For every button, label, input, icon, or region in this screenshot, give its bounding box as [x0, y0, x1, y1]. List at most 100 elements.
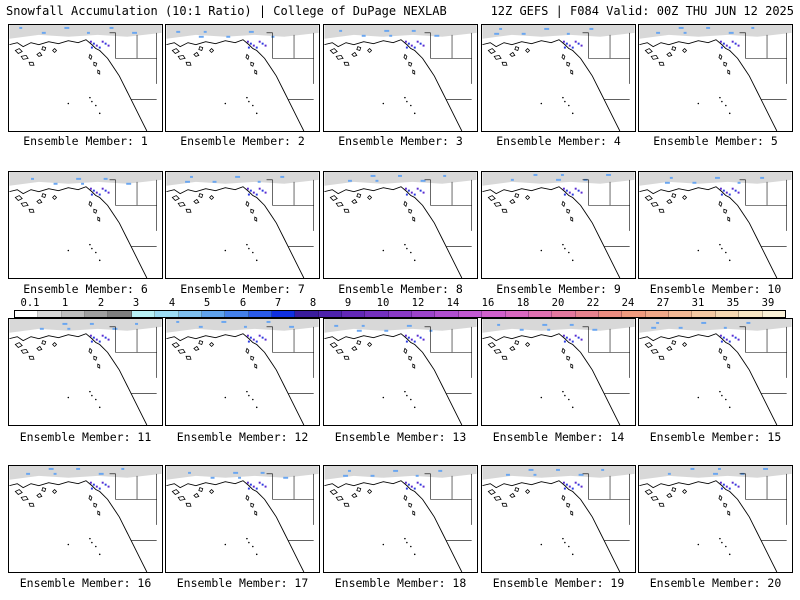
island-outline	[644, 342, 653, 348]
island-dot	[697, 249, 700, 252]
island-outline	[658, 208, 665, 213]
island-outline	[88, 494, 93, 502]
island-outline	[727, 69, 731, 75]
political-border	[739, 32, 746, 59]
colorbar-tick-label: 10	[376, 297, 390, 309]
island-outline	[658, 355, 665, 360]
heavy-snow-mark	[419, 336, 422, 339]
heavy-snow-mark	[90, 46, 93, 49]
island-dot	[540, 396, 543, 399]
island-dot	[410, 251, 412, 254]
colorbar-tick-label: 1	[61, 297, 69, 309]
ensemble-map-panel	[8, 465, 163, 573]
heavy-snow-mark	[101, 481, 104, 484]
coastline	[482, 186, 621, 278]
island-outline	[14, 342, 23, 348]
ensemble-map-panel	[323, 24, 478, 132]
heavy-snow-mark	[728, 193, 731, 196]
heavy-snow-mark	[246, 481, 249, 484]
colorbar-segment	[365, 311, 389, 317]
light-snow-shading	[482, 172, 635, 186]
colorbar-segment	[598, 311, 623, 317]
island-outline	[177, 348, 186, 354]
snow-patch	[226, 35, 231, 38]
island-outline	[351, 51, 358, 57]
colorbar-tick-label: 0.1	[20, 297, 40, 309]
heavy-snow-mark	[413, 340, 416, 343]
heavy-snow-mark	[255, 193, 258, 196]
snow-patch	[62, 322, 68, 325]
heavy-snow-mark	[563, 340, 566, 343]
ensemble-map-panel	[8, 24, 163, 132]
heavy-snow-mark	[731, 40, 734, 43]
snow-patch	[505, 473, 510, 476]
heavy-snow-mark	[255, 340, 258, 343]
snow-patch	[212, 180, 217, 183]
snow-patch	[339, 29, 343, 32]
island-dot	[540, 102, 543, 105]
island-outline	[20, 495, 29, 501]
snow-patch	[601, 468, 605, 471]
heavy-snow-mark	[563, 487, 566, 490]
island-outline	[509, 492, 516, 498]
island-dot	[404, 96, 406, 99]
colorbar-segment	[528, 311, 553, 317]
snow-patch	[26, 472, 31, 475]
map-svg	[639, 466, 792, 572]
snow-patch	[198, 35, 204, 38]
island-outline	[487, 342, 496, 348]
snow-patch	[53, 182, 58, 185]
island-outline	[650, 348, 659, 354]
island-outline	[412, 510, 416, 516]
colorbar-segment	[645, 311, 670, 317]
heavy-snow-mark	[92, 189, 95, 192]
colorbar-tick-label: 6	[239, 297, 247, 309]
heavy-snow-mark	[722, 483, 725, 486]
ensemble-member-label: Ensemble Member: 3	[338, 134, 463, 148]
heavy-snow-mark	[95, 44, 98, 47]
heavy-snow-mark	[89, 334, 92, 337]
island-dot	[568, 251, 570, 254]
heavy-snow-mark	[422, 338, 425, 341]
political-border	[266, 326, 273, 353]
heavy-snow-mark	[562, 187, 565, 190]
island-dot	[224, 543, 227, 546]
island-outline	[403, 347, 408, 355]
snow-patch	[560, 173, 564, 176]
island-outline	[403, 200, 408, 208]
political-border	[582, 473, 589, 500]
island-outline	[525, 48, 531, 54]
colorbar-tick-label: 31	[691, 297, 705, 309]
heavy-snow-mark	[92, 483, 95, 486]
snow-patch	[67, 327, 71, 330]
heavy-snow-mark	[247, 487, 250, 490]
heavy-snow-mark	[577, 42, 580, 45]
heavy-snow-mark	[568, 338, 571, 341]
heavy-snow-mark	[261, 189, 264, 192]
island-outline	[28, 208, 35, 213]
island-dot	[89, 390, 91, 393]
heavy-snow-mark	[565, 189, 568, 192]
island-dot	[248, 247, 250, 250]
heavy-snow-mark	[252, 338, 255, 341]
island-outline	[28, 502, 35, 507]
heavy-snow-mark	[255, 46, 258, 49]
coastline	[639, 186, 778, 278]
island-dot	[728, 553, 731, 556]
island-outline	[177, 201, 186, 207]
island-dot	[721, 100, 723, 103]
island-dot	[404, 390, 406, 393]
political-border	[424, 32, 431, 59]
island-dot	[246, 537, 248, 540]
island-dot	[721, 394, 723, 397]
colorbar-tick-label: 22	[586, 297, 600, 309]
island-dot	[721, 247, 723, 250]
colorbar-tick-label: 27	[656, 297, 670, 309]
ensemble-map-panel	[323, 318, 478, 426]
island-dot	[91, 394, 93, 397]
map-svg	[324, 25, 477, 131]
heavy-snow-mark	[246, 334, 249, 337]
island-outline	[335, 495, 344, 501]
island-outline	[14, 48, 23, 54]
island-outline	[509, 345, 516, 351]
